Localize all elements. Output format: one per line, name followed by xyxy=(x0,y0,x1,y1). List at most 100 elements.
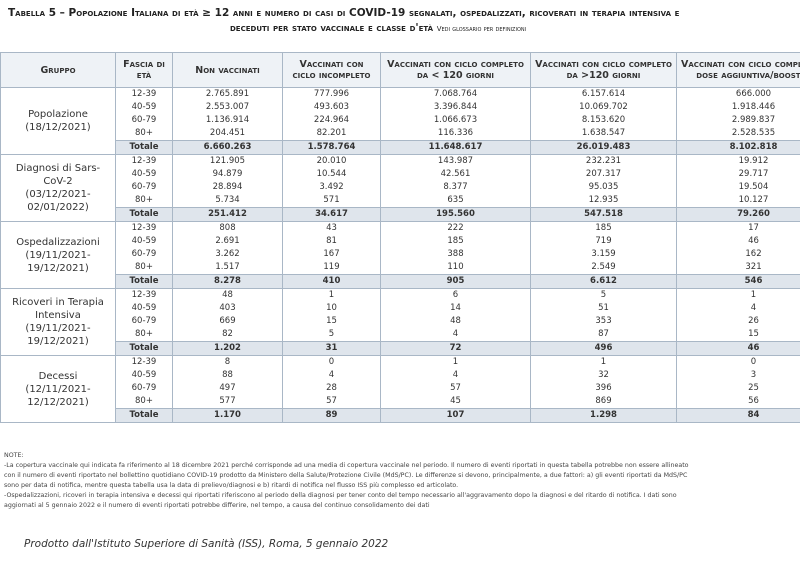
table-row: 40-59 94.879 10.544 42.561 207.317 29.717 xyxy=(1,168,800,181)
value-cell: 1.136.914 xyxy=(172,114,283,127)
total-value: 905 xyxy=(380,274,531,289)
age-cell: 12-39 xyxy=(115,154,173,168)
total-row: Totale 8.278 410 905 6.612 546 xyxy=(1,274,800,289)
group-cell: Ricoveri in Terapia Intensiva (19/11/2021… xyxy=(0,288,116,356)
value-cell: 2.765.891 xyxy=(172,87,283,101)
value-cell: 3.159 xyxy=(530,248,677,261)
group-period: (19/11/2021-19/12/2021) xyxy=(25,323,91,347)
table-row: 80+ 577 57 45 869 56 xyxy=(1,395,800,409)
group-label: Popolazione xyxy=(28,109,88,120)
value-cell: 2.691 xyxy=(172,235,283,248)
age-cell: 40-59 xyxy=(115,101,173,114)
column-header: Vaccinati con ciclo completo e dose aggi… xyxy=(676,52,800,88)
value-cell: 5.734 xyxy=(172,194,283,208)
age-cell: 80+ xyxy=(115,194,173,208)
group-period: (18/12/2021) xyxy=(25,122,91,133)
age-cell: 12-39 xyxy=(115,355,173,369)
value-cell: 4 xyxy=(676,302,800,315)
total-value: 195.560 xyxy=(380,207,531,222)
group-label: Diagnosi di Sars-CoV-2 xyxy=(15,163,101,187)
table-row: 60-79 3.262 167 388 3.159 162 xyxy=(1,248,800,261)
value-cell: 121.905 xyxy=(172,154,283,168)
value-cell: 7.068.764 xyxy=(380,87,531,101)
value-cell: 0 xyxy=(676,355,800,369)
total-value: 84 xyxy=(676,408,800,423)
value-cell: 48 xyxy=(380,315,531,328)
value-cell: 3.396.844 xyxy=(380,101,531,114)
age-cell: 40-59 xyxy=(115,235,173,248)
total-value: 6.660.263 xyxy=(172,140,283,155)
group-period: (12/11/2021-12/12/2021) xyxy=(25,383,91,408)
value-cell: 5 xyxy=(282,328,381,342)
column-header: Vaccinati con ciclo incompleto xyxy=(282,52,381,88)
value-cell: 869 xyxy=(530,395,677,409)
value-cell: 57 xyxy=(282,395,381,409)
value-cell: 8.153.620 xyxy=(530,114,677,127)
total-value: 11.648.617 xyxy=(380,140,531,155)
table-row: 80+ 5.734 571 635 12.935 10.127 xyxy=(1,194,800,208)
age-cell: 60-79 xyxy=(115,114,173,127)
value-cell: 577 xyxy=(172,395,283,409)
value-cell: 571 xyxy=(282,194,381,208)
age-cell: 40-59 xyxy=(115,369,173,382)
total-value: 46 xyxy=(676,341,800,356)
value-cell: 15 xyxy=(282,315,381,328)
total-value: 1.170 xyxy=(172,408,283,423)
value-cell: 10.069.702 xyxy=(530,101,677,114)
table-row: Decessi (12/11/2021-12/12/2021) 12-39 8 0 1 1 0 xyxy=(0,355,800,423)
age-cell: 60-79 xyxy=(115,181,173,194)
table-row: Ricoveri in Terapia Intensiva (19/11/2021… xyxy=(0,288,800,356)
value-cell: 43 xyxy=(282,221,381,235)
group-cell: Popolazione (18/12/2021) xyxy=(0,87,116,155)
value-cell: 10.544 xyxy=(282,168,381,181)
column-header: Non vaccinati xyxy=(172,52,283,88)
value-cell: 12.935 xyxy=(530,194,677,208)
value-cell: 167 xyxy=(282,248,381,261)
table-row: Popolazione (18/12/2021) 12-39 2.765.891 777… xyxy=(0,87,800,155)
age-cell: 80+ xyxy=(115,261,173,275)
value-cell: 6 xyxy=(380,288,531,302)
value-cell: 321 xyxy=(676,261,800,275)
table-body: Popolazione (18/12/2021) 12-39 2.765.891 777… xyxy=(0,87,800,423)
note-line: sono per data di notifica, mentre questa… xyxy=(4,482,459,489)
value-cell: 26 xyxy=(676,315,800,328)
value-cell: 353 xyxy=(530,315,677,328)
value-cell: 1 xyxy=(380,355,531,369)
group-cell: Ospedalizzazioni (19/11/2021-19/12/2021) xyxy=(0,221,116,289)
value-cell: 1 xyxy=(530,355,677,369)
value-cell: 51 xyxy=(530,302,677,315)
total-value: 496 xyxy=(530,341,677,356)
total-value: 26.019.483 xyxy=(530,140,677,155)
value-cell: 3.492 xyxy=(282,181,381,194)
value-cell: 635 xyxy=(380,194,531,208)
value-cell: 42.561 xyxy=(380,168,531,181)
notes-heading: NOTE: xyxy=(4,452,24,459)
table-row: 80+ 204.451 82.201 116.336 1.638.547 2.528.53… xyxy=(1,127,800,141)
value-cell: 32 xyxy=(530,369,677,382)
age-cell: 12-39 xyxy=(115,288,173,302)
value-cell: 5 xyxy=(530,288,677,302)
header-row: Gruppo Fascia di età Non vaccinati Vaccinat… xyxy=(0,52,800,88)
note-line: con il numero di eventi riportato nel bo… xyxy=(4,472,688,479)
table-row: 60-79 497 28 57 396 25 xyxy=(1,382,800,395)
value-cell: 116.336 xyxy=(380,127,531,141)
notes: NOTE: -La copertura vaccinale qui indica… xyxy=(4,451,800,511)
value-cell: 82 xyxy=(172,328,283,342)
value-cell: 1.918.446 xyxy=(676,101,800,114)
total-value: 89 xyxy=(282,408,381,423)
value-cell: 719 xyxy=(530,235,677,248)
age-cell: 12-39 xyxy=(115,87,173,101)
total-value: 1.578.764 xyxy=(282,140,381,155)
total-label: Totale xyxy=(115,408,173,423)
value-cell: 48 xyxy=(172,288,283,302)
value-cell: 666.000 xyxy=(676,87,800,101)
value-cell: 0 xyxy=(282,355,381,369)
value-cell: 82.201 xyxy=(282,127,381,141)
value-cell: 4 xyxy=(282,369,381,382)
group-label: Decessi xyxy=(38,370,78,382)
value-cell: 110 xyxy=(380,261,531,275)
column-header: Vaccinati con ciclo completo da >120 gio… xyxy=(530,52,677,88)
value-cell: 87 xyxy=(530,328,677,342)
value-cell: 1.638.547 xyxy=(530,127,677,141)
value-cell: 28 xyxy=(282,382,381,395)
